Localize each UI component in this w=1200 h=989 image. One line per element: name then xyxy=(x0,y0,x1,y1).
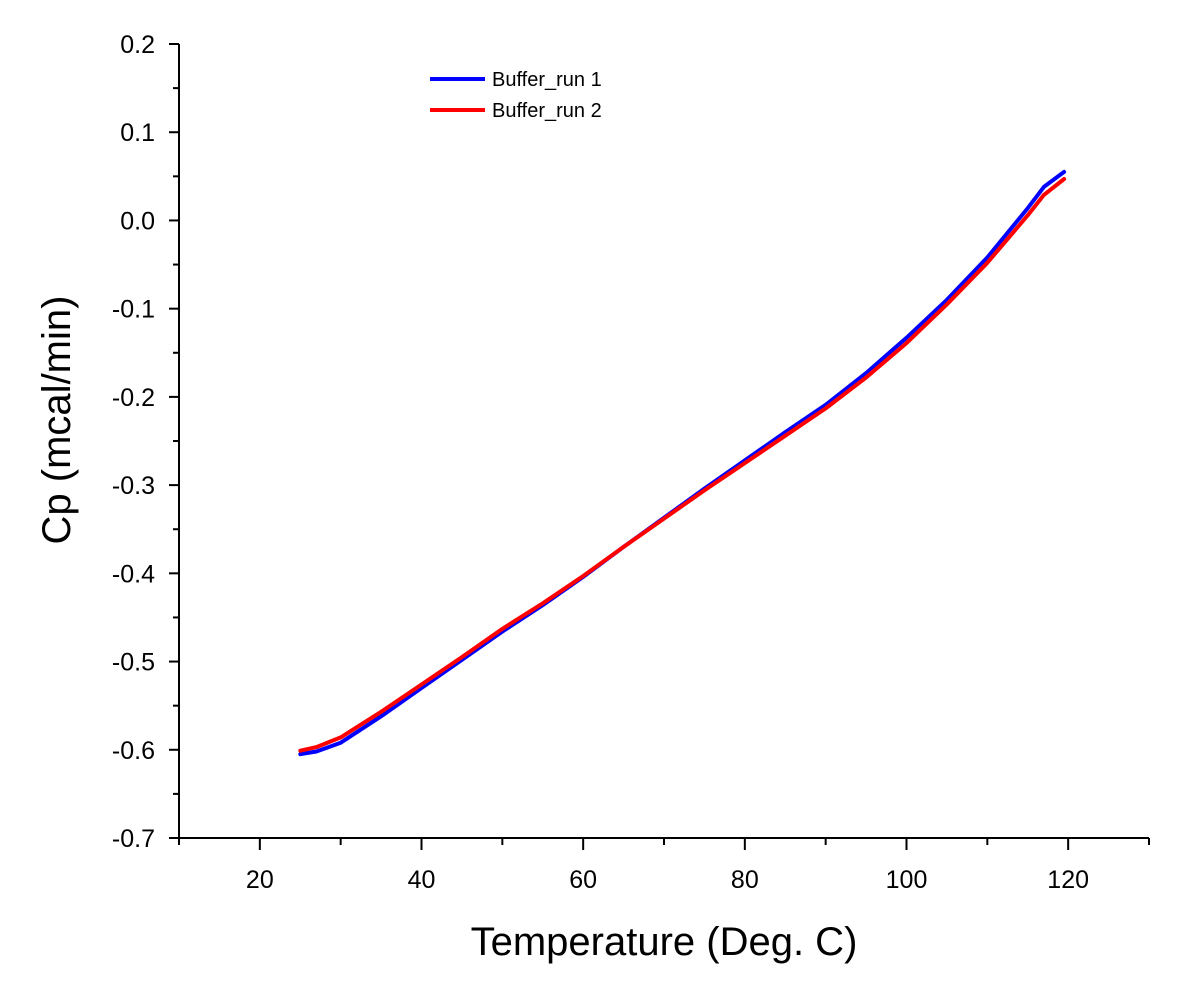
series-line-1 xyxy=(298,169,1067,757)
y-tick-label: -0.2 xyxy=(112,384,155,412)
y-tick-label: 0.0 xyxy=(120,207,155,235)
y-tick-label: 0.2 xyxy=(120,31,155,59)
series-line-2 xyxy=(298,177,1067,753)
legend: Buffer_run 1 Buffer_run 2 xyxy=(430,69,602,122)
y-tick-label: 0.1 xyxy=(120,119,155,147)
x-tick-label: 60 xyxy=(569,866,597,894)
axes: -0.7 -0.6 -0.5 -0.4 -0.3 -0.2 -0.1 0.0 0.1 0.2 20 4… xyxy=(112,31,1150,894)
legend-label-1: Buffer_run 1 xyxy=(492,69,602,91)
x-tick-label: 40 xyxy=(408,866,436,894)
y-tick-label: -0.3 xyxy=(112,472,155,500)
y-tick-label: -0.7 xyxy=(112,825,155,853)
x-axis-title: Temperature (Deg. C) xyxy=(471,920,858,964)
y-tick-label: -0.4 xyxy=(112,560,155,588)
x-tick-label: 120 xyxy=(1047,866,1089,894)
y-tick-label: -0.1 xyxy=(112,296,155,324)
x-tick-label: 20 xyxy=(246,866,274,894)
y-tick-label: -0.5 xyxy=(112,649,155,677)
legend-label-2: Buffer_run 2 xyxy=(492,100,602,122)
y-axis-title: Cp (mcal/min) xyxy=(35,296,79,545)
y-tick-label: -0.6 xyxy=(112,737,155,765)
x-tick-label: 100 xyxy=(886,866,928,894)
x-tick-label: 80 xyxy=(731,866,759,894)
series-layer xyxy=(298,169,1067,757)
